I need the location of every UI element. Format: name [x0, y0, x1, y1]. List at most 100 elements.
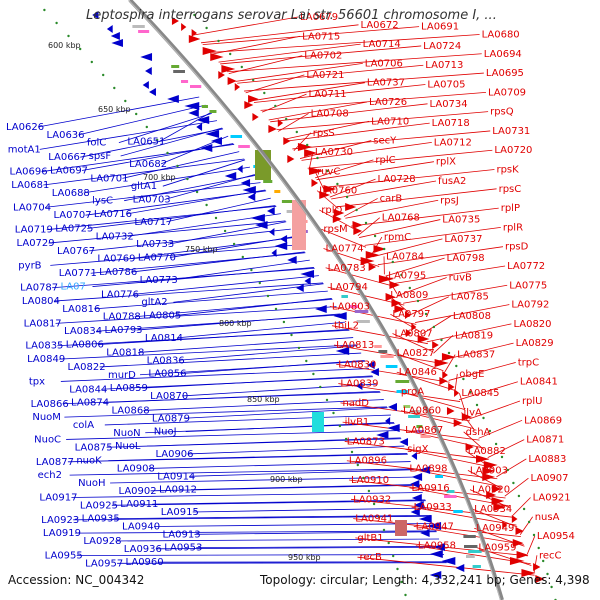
- tick-dot: [229, 52, 232, 56]
- minus-connector: [117, 562, 447, 564]
- minus-connector: [113, 514, 431, 520]
- minus-gene-label: LA0866: [31, 399, 69, 410]
- feature-box: [341, 295, 348, 298]
- plus-gene-label: LA0775: [509, 280, 547, 291]
- plus-connector: [472, 508, 518, 528]
- tick-dot: [90, 60, 94, 64]
- feature-box: [348, 305, 359, 308]
- minus-connector: [39, 120, 218, 150]
- minus-gene-label: LA0816: [62, 304, 100, 315]
- plus-connector: [357, 217, 381, 237]
- tick-dot: [166, 151, 169, 155]
- plus-gene-label: LA0794: [330, 282, 368, 293]
- plus-gene-label: LA0798: [447, 253, 485, 264]
- plus-connector: [316, 161, 434, 181]
- tick-dot: [55, 21, 58, 25]
- tick-dot: [542, 559, 545, 563]
- tick-dot: [400, 580, 403, 584]
- plus-gene-label: LA0706: [365, 58, 403, 69]
- plus-strand-gene: [442, 371, 448, 379]
- minus-gene-label: LA0906: [155, 449, 193, 460]
- minus-connector: [43, 158, 245, 186]
- feature-box: [396, 390, 408, 393]
- minus-strand-gene: [426, 522, 442, 530]
- plus-strand-gene: [244, 101, 254, 109]
- plus-gene-label: LA0819: [455, 330, 493, 341]
- minus-strand-gene: [237, 165, 243, 173]
- plus-strand-gene: [512, 539, 524, 547]
- tick-dot: [356, 463, 359, 467]
- plus-gene-label: fusA2: [438, 176, 466, 187]
- feature-box: [173, 70, 185, 73]
- minus-gene-label: LA0844: [69, 384, 107, 395]
- plus-gene-label: LA0873: [347, 436, 385, 447]
- plus-strand-gene: [287, 155, 295, 163]
- plus-gene-label: LA0734: [430, 99, 468, 110]
- feature-box: [446, 490, 455, 493]
- feature-box: [274, 190, 281, 193]
- kbp-tick-label: 600 kbp: [48, 41, 81, 50]
- kbp-tick-label: 650 kbp: [98, 105, 131, 114]
- tick-dot: [102, 73, 105, 77]
- minus-connector: [164, 174, 255, 200]
- plus-gene-label: rplU: [522, 396, 543, 407]
- plus-gene-label: rplR: [503, 222, 523, 233]
- minus-strand-gene: [410, 508, 420, 516]
- tick-dot: [537, 546, 540, 550]
- minus-gene-label: LA0908: [117, 463, 155, 474]
- plus-strand-gene: [502, 521, 508, 529]
- tick-dot: [404, 593, 407, 597]
- plus-strand-gene: [454, 389, 460, 397]
- plus-strand-gene: [218, 71, 225, 79]
- plus-gene-label: sigX: [407, 444, 428, 455]
- plus-connector: [400, 410, 474, 430]
- minus-strand-gene: [333, 312, 347, 320]
- minus-connector: [59, 344, 357, 360]
- plus-gene-label: LA0714: [363, 39, 401, 50]
- plus-connector: [260, 91, 486, 111]
- minus-strand-gene: [433, 543, 445, 551]
- minus-connector: [180, 360, 365, 374]
- minus-connector: [76, 554, 445, 556]
- minus-gene-label: LA0818: [106, 347, 144, 358]
- tick-dot: [532, 533, 536, 537]
- plus-connector: [487, 439, 525, 458]
- minus-connector: [192, 507, 429, 513]
- tick-dot: [223, 229, 227, 233]
- plus-connector: [345, 199, 439, 219]
- minus-strand-gene: [411, 473, 423, 481]
- minus-strand-gene: [418, 515, 432, 523]
- feature-box: [356, 320, 370, 323]
- minus-gene-label: LA0806: [66, 340, 104, 351]
- minus-connector: [148, 461, 411, 469]
- plus-connector: [237, 64, 424, 84]
- minus-strand-gene: [335, 347, 350, 355]
- kbp-tick-label: 800 kbp: [219, 319, 252, 328]
- minus-strand-gene: [420, 529, 430, 537]
- minus-gene-label: LA0936: [124, 544, 162, 555]
- minus-strand-gene: [304, 277, 311, 285]
- map-title: Leptospira interrogans serovar Lai str. …: [86, 8, 497, 23]
- feature-box: [380, 355, 394, 358]
- plus-gene-label: ruvB: [449, 272, 472, 283]
- minus-gene-label: NuoH: [78, 478, 105, 489]
- feature-box: [181, 80, 189, 83]
- plus-connector: [468, 400, 521, 420]
- tick-dot: [400, 273, 403, 277]
- tick-dot: [336, 182, 339, 186]
- plus-strand-gene: [309, 167, 324, 175]
- tick-dot: [455, 364, 458, 368]
- plus-gene-label: LA0920: [472, 485, 510, 496]
- tick-dot: [319, 385, 322, 389]
- plus-gene-label: LA0792: [511, 300, 549, 311]
- tick-dot: [263, 91, 266, 95]
- tick-dot: [364, 221, 368, 225]
- feature-box: [444, 495, 457, 498]
- minus-connector: [196, 545, 442, 549]
- plus-strand-gene: [378, 275, 394, 283]
- minus-strand-gene: [92, 11, 99, 19]
- plus-gene-label: LA0932: [353, 494, 391, 505]
- minus-gene-label: LA0912: [159, 485, 197, 496]
- feature-block: [292, 200, 306, 250]
